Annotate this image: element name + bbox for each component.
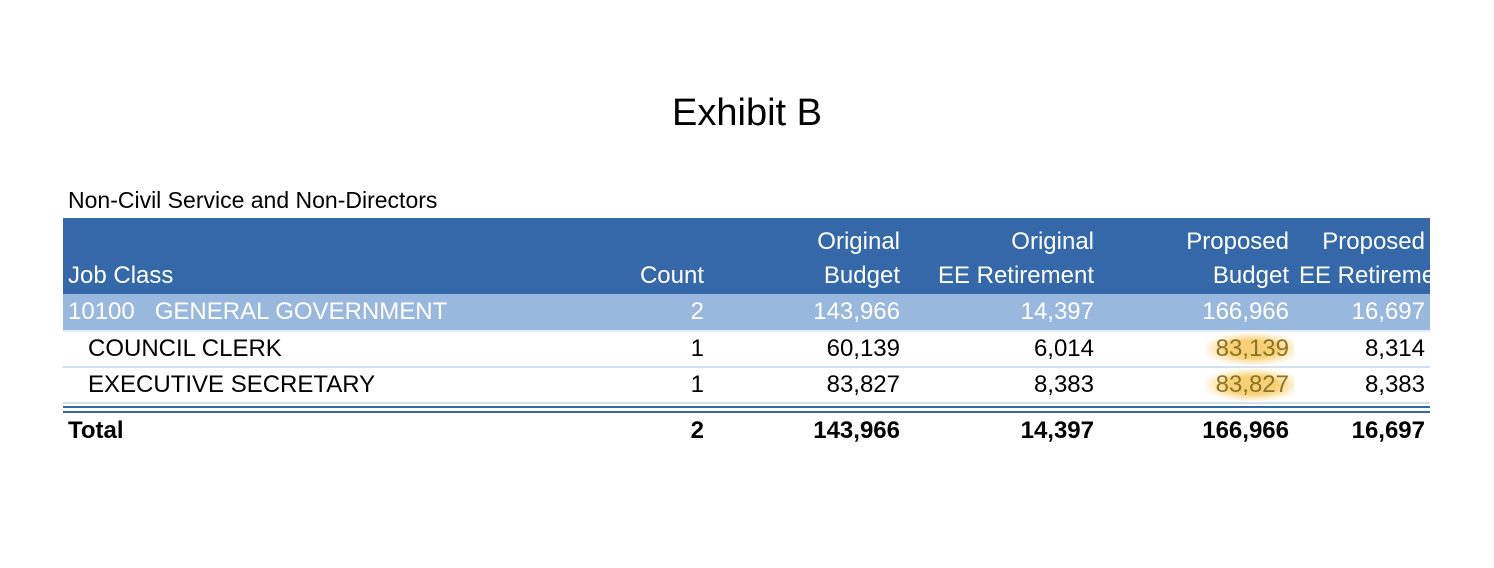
total-divider xyxy=(63,406,1430,413)
header-proposed-budget-line1: Proposed xyxy=(1186,228,1289,255)
header-original-ee-retirement-line2: EE Retirement xyxy=(937,262,1094,289)
header-proposed-budget: Proposed Budget xyxy=(1099,225,1294,294)
table-subtitle: Non-Civil Service and Non-Directors xyxy=(68,187,438,213)
group-row-general-government: 10100 GENERAL GOVERNMENT 2 143,966 14,39… xyxy=(63,294,1430,332)
header-job-class: Job Class xyxy=(68,262,174,289)
total-proposed-ee-retirement: 16,697 xyxy=(1351,417,1425,444)
group-original-ee-retirement: 14,397 xyxy=(1020,298,1094,325)
row-original-ee-retirement: 6,014 xyxy=(1033,335,1094,362)
row-proposed-ee-retirement: 8,314 xyxy=(1364,335,1425,362)
highlighted-value: 83,827 xyxy=(1205,369,1294,401)
row-original-ee-retirement: 8,383 xyxy=(1033,371,1094,398)
table-row: EXECUTIVE SECRETARY 1 83,827 8,383 83,82… xyxy=(63,368,1430,404)
total-count: 2 xyxy=(690,417,704,444)
row-job-class: COUNCIL CLERK xyxy=(88,335,282,362)
row-proposed-ee-retirement: 8,383 xyxy=(1364,371,1425,398)
row-proposed-budget: 83,139 xyxy=(1099,333,1294,365)
row-proposed-budget: 83,827 xyxy=(1099,369,1294,401)
job-class-table: Job Class Count Original Budget Original… xyxy=(63,218,1430,449)
group-original-budget: 143,966 xyxy=(813,298,900,325)
total-proposed-budget: 166,966 xyxy=(1202,417,1289,444)
table-row: COUNCIL CLERK 1 60,139 6,014 83,139 8,31… xyxy=(63,332,1430,368)
header-original-budget: Original Budget xyxy=(709,225,905,294)
row-original-budget: 83,827 xyxy=(826,371,900,398)
row-count: 1 xyxy=(690,335,704,362)
group-count: 2 xyxy=(690,298,704,325)
group-label: 10100 GENERAL GOVERNMENT xyxy=(68,298,448,325)
total-original-ee-retirement: 14,397 xyxy=(1020,417,1094,444)
row-count: 1 xyxy=(690,371,704,398)
header-proposed-ee-retirement-line1: Proposed xyxy=(1322,228,1425,255)
group-proposed-budget: 166,966 xyxy=(1202,298,1289,325)
table-header-row: Job Class Count Original Budget Original… xyxy=(63,218,1430,294)
total-row: Total 2 143,966 14,397 166,966 16,697 xyxy=(63,413,1430,449)
header-count: Count xyxy=(639,262,704,289)
header-original-ee-retirement: Original EE Retirement xyxy=(905,225,1099,294)
header-original-budget-line2: Budget xyxy=(823,262,900,289)
header-original-ee-retirement-line1: Original xyxy=(1011,228,1094,255)
group-proposed-ee-retirement: 16,697 xyxy=(1351,298,1425,325)
header-proposed-ee-retirement-line2: EE Retirement xyxy=(1299,262,1430,289)
row-original-budget: 60,139 xyxy=(826,335,900,362)
header-proposed-budget-line2: Budget xyxy=(1212,262,1289,289)
total-original-budget: 143,966 xyxy=(813,417,900,444)
header-original-budget-line1: Original xyxy=(817,228,900,255)
total-label: Total xyxy=(68,417,124,444)
page-title: Exhibit B xyxy=(672,92,822,134)
header-proposed-ee-retirement: Proposed EE Retirement xyxy=(1294,225,1430,294)
row-job-class: EXECUTIVE SECRETARY xyxy=(88,371,376,398)
highlighted-value: 83,139 xyxy=(1205,333,1294,365)
